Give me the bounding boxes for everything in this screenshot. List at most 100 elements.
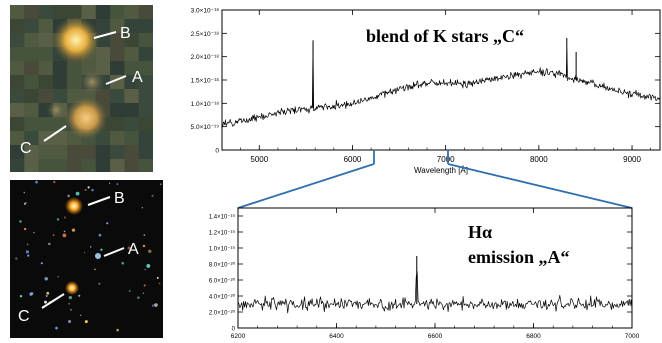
pixel-cell <box>52 145 68 160</box>
pixel-cell <box>38 145 53 160</box>
background-star <box>48 242 51 246</box>
pixel-cell <box>38 61 53 76</box>
source-a-star <box>95 253 101 259</box>
pixel-cell <box>138 103 153 118</box>
zoom-spectrum-series-line <box>237 271 633 314</box>
pixel-cell <box>138 75 153 90</box>
background-star <box>45 294 48 297</box>
zoom-connectors <box>237 150 633 209</box>
pixel-cell <box>81 159 96 172</box>
background-star <box>89 246 92 248</box>
pixel-cell <box>24 33 39 48</box>
full-spectrum-chart: 5000 6000 7000 8000 9000 0 5.0×10⁻¹⁹ 1.0×10⁻¹⁸ 1… <box>191 8 661 175</box>
background-star <box>142 244 146 248</box>
y-tick-label: 6.0×10⁻²⁰ <box>209 278 236 285</box>
label-b-pointer <box>93 31 117 39</box>
background-star <box>146 264 151 268</box>
pixel-cell <box>10 47 25 62</box>
pixel-cell <box>38 5 53 20</box>
pixel-cell <box>138 33 153 48</box>
pixel-cell <box>52 61 68 76</box>
pixel-cell <box>38 19 53 34</box>
y-tick-label: 0 <box>232 327 236 333</box>
background-star <box>108 182 111 184</box>
background-star <box>98 282 101 286</box>
label-b: B <box>120 25 131 42</box>
pixel-cell <box>81 5 96 20</box>
background-star <box>84 320 88 324</box>
x-tick-label: 6600 <box>428 333 443 340</box>
pixel-cell <box>110 159 125 172</box>
label-b-2: B <box>114 190 125 207</box>
background-star <box>30 292 34 295</box>
pixel-cell <box>95 5 111 20</box>
background-star <box>128 290 131 292</box>
background-star <box>83 252 86 254</box>
pixel-cell <box>138 47 153 62</box>
y-tick-label: 4.0×10⁻²⁰ <box>209 294 236 301</box>
background-star <box>94 268 96 271</box>
full-spectrum-x-label: Wavelength [Å] <box>414 166 468 175</box>
pixel-cell <box>10 89 25 104</box>
pixel-cell <box>67 159 82 172</box>
pixel-cell <box>24 75 39 90</box>
pixel-cell <box>52 159 68 172</box>
pixel-cell <box>95 19 111 34</box>
pixel-cell <box>124 75 139 90</box>
top-image-pixels <box>10 5 153 172</box>
background-star <box>44 300 48 304</box>
y-tick-label: 3.0×10⁻¹⁸ <box>191 8 220 15</box>
source-b-blob <box>52 16 100 64</box>
pixel-cell <box>10 5 25 20</box>
y-tick-label: 0 <box>215 148 219 155</box>
x-tick-label: 9000 <box>623 155 641 164</box>
pixel-cell <box>124 33 139 48</box>
background-star <box>116 328 120 332</box>
pixel-cell <box>67 75 82 90</box>
background-star <box>87 186 90 189</box>
background-star <box>148 249 152 254</box>
faint-blob <box>46 100 66 120</box>
zoom-spectrum-chart: 6200 6400 6600 6800 7000 0 2.0×10⁻²⁰ 4.0×10⁻²⁰ 6… <box>209 207 640 340</box>
pixel-cell <box>124 47 139 62</box>
background-star <box>151 194 154 197</box>
background-star <box>106 222 109 225</box>
background-star <box>71 228 76 232</box>
pixel-cell <box>124 159 139 172</box>
background-star <box>141 207 143 209</box>
pixel-cell <box>110 61 125 76</box>
label-a-pointer-2 <box>103 247 125 257</box>
background-star <box>68 295 72 300</box>
pixel-cell <box>24 19 39 34</box>
pixel-cell <box>110 89 125 104</box>
pixel-cell <box>24 131 39 146</box>
pixel-cell <box>38 75 53 90</box>
pixel-cell <box>24 5 39 20</box>
x-tick-label: 5000 <box>250 155 268 164</box>
pixel-cell <box>38 89 53 104</box>
y-tick-label: 2.0×10⁻¹⁸ <box>191 54 220 61</box>
pixel-cell <box>124 117 139 132</box>
pixel-cell <box>138 145 153 160</box>
pixel-cell <box>124 5 139 20</box>
pixel-cell <box>110 5 125 20</box>
pixel-cell <box>110 33 125 48</box>
background-star <box>75 191 80 196</box>
pixel-cell <box>110 19 125 34</box>
pixel-cell <box>24 145 39 160</box>
background-star <box>33 231 35 234</box>
background-star <box>40 262 43 265</box>
label-a-pointer <box>105 75 127 85</box>
background-star <box>68 302 70 305</box>
y-tick-label: 1.2×10⁻¹⁹ <box>209 230 236 237</box>
background-star <box>158 282 161 285</box>
x-tick-label: 7000 <box>437 155 455 164</box>
top-image <box>10 5 153 172</box>
pixel-cell <box>24 89 39 104</box>
background-star <box>23 191 26 194</box>
y-tick-label: 1.0×10⁻¹⁹ <box>209 246 236 253</box>
background-star <box>64 216 66 219</box>
label-c-pointer <box>43 125 67 142</box>
background-star <box>15 257 18 260</box>
pixel-cell <box>24 47 39 62</box>
